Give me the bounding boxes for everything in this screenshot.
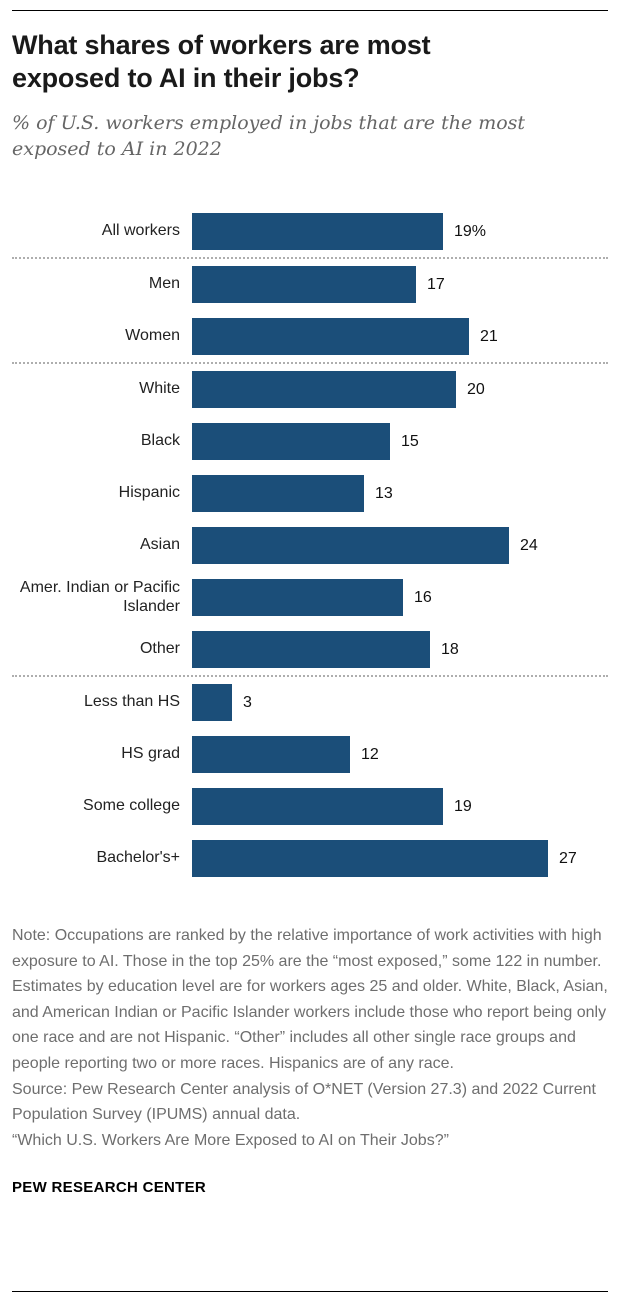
bar [192, 371, 456, 409]
value-label: 27 [559, 849, 577, 867]
chart-note: Note: Occupations are ranked by the rela… [12, 927, 608, 1073]
value-label: 19% [454, 222, 487, 240]
category-label: Less than HS [83, 693, 180, 711]
bar-track: 3 [192, 684, 608, 722]
bar-track: 13 [192, 475, 608, 513]
value-label: 24 [520, 536, 538, 554]
bar-track: 24 [192, 527, 608, 565]
value-label: 18 [441, 640, 459, 658]
category-label: Some college [83, 797, 180, 815]
bar-track: 12 [192, 736, 608, 774]
bar-track: 17 [192, 266, 608, 304]
bar-row: Women 21 [12, 318, 608, 356]
bar-row: Asian 24 [12, 527, 608, 565]
group-separator [12, 257, 608, 260]
report-title: “Which U.S. Workers Are More Exposed to … [12, 1131, 449, 1149]
value-label: 21 [480, 327, 498, 345]
group-separator [12, 675, 608, 678]
bar [192, 684, 232, 722]
group-separator [12, 362, 608, 365]
brand-footer: PEW RESEARCH CENTER [12, 1179, 207, 1197]
bar-row: Men 17 [12, 266, 608, 304]
category-label: Amer. Indian or Pacific Islander [19, 579, 180, 615]
category-label: Hispanic [118, 484, 180, 502]
chart-source: Source: Pew Research Center analysis of … [12, 1080, 596, 1124]
value-label: 20 [467, 380, 485, 398]
bar-track: 15 [192, 423, 608, 461]
bar-chart: All workers 19% Men 17 Women 21 White 20 Black 15… [12, 213, 608, 878]
bar-row: Some college 19 [12, 788, 608, 826]
bar-row: White 20 [12, 371, 608, 409]
bar [192, 266, 416, 304]
bar [192, 788, 443, 826]
bar-row: HS grad 12 [12, 736, 608, 774]
category-label: Asian [139, 536, 180, 554]
category-label: Women [125, 327, 180, 345]
bar-track: 16 [192, 579, 608, 617]
chart-title: What shares of workers are most exposed … [12, 30, 431, 93]
bar-row: Amer. Indian or Pacific Islander 16 [12, 579, 608, 617]
bar-track: 19 [192, 788, 608, 826]
bar [192, 736, 350, 774]
footnotes: Note: Occupations are ranked by the rela… [12, 923, 608, 1153]
bar-track: 21 [192, 318, 608, 356]
value-label: 15 [401, 432, 419, 450]
bar [192, 527, 509, 565]
value-label: 13 [375, 484, 393, 502]
bar [192, 631, 430, 669]
bar [192, 423, 390, 461]
category-label: Bachelor's+ [96, 849, 180, 867]
bar [192, 318, 469, 356]
category-label: HS grad [121, 745, 180, 763]
bar-track: 18 [192, 631, 608, 669]
bar [192, 840, 548, 878]
bar-row: All workers 19% [12, 213, 608, 251]
bar [192, 475, 364, 513]
category-label: White [139, 380, 180, 398]
category-label: Other [139, 640, 180, 658]
value-label: 19 [454, 797, 472, 815]
bar-row: Other 18 [12, 631, 608, 669]
bar-row: Hispanic 13 [12, 475, 608, 513]
bar-row: Black 15 [12, 423, 608, 461]
category-label: Men [148, 275, 180, 293]
value-label: 16 [414, 588, 432, 606]
value-label: 17 [427, 275, 445, 293]
bar [192, 213, 443, 251]
bar-track: 20 [192, 371, 608, 409]
bar-row: Less than HS 3 [12, 684, 608, 722]
bar [192, 579, 403, 617]
value-label: 12 [361, 745, 379, 763]
category-label: All workers [101, 222, 180, 240]
bar-row: Bachelor's+ 27 [12, 840, 608, 878]
top-rule [12, 10, 608, 11]
bar-track: 27 [192, 840, 608, 878]
chart-subtitle: % of U.S. workers employed in jobs that … [12, 111, 526, 161]
bar-track: 19% [192, 213, 608, 251]
bottom-rule [12, 1291, 608, 1292]
value-label: 3 [243, 693, 252, 711]
category-label: Black [140, 432, 180, 450]
